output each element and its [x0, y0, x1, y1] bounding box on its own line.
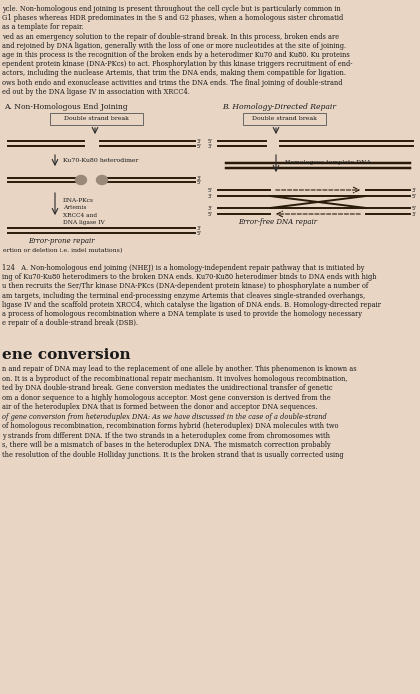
Text: ycle. Non-homologous end joining is present throughout the cell cycle but is par: ycle. Non-homologous end joining is pres…	[2, 5, 341, 13]
Text: ertion or deletion i.e. indel mutations): ertion or deletion i.e. indel mutations)	[3, 248, 122, 253]
Text: 3': 3'	[412, 187, 417, 192]
Text: of gene conversion from heteroduplex DNA: As we have discussed in the case of a : of gene conversion from heteroduplex DNA…	[2, 412, 327, 421]
Text: 3': 3'	[412, 212, 417, 217]
Text: ependent protein kinase (DNA-PKcs) to act. Phosphorylation by this kinase trigge: ependent protein kinase (DNA-PKcs) to ac…	[2, 60, 352, 68]
Text: as a template for repair.: as a template for repair.	[2, 24, 84, 31]
Text: 5': 5'	[208, 139, 213, 144]
Ellipse shape	[76, 176, 87, 185]
FancyBboxPatch shape	[50, 112, 142, 124]
Text: DNA-PKcs
Artemis
XRCC4 and
DNA ligase IV: DNA-PKcs Artemis XRCC4 and DNA ligase IV	[63, 198, 105, 225]
Text: 3': 3'	[197, 176, 202, 180]
Text: ed out by the DNA ligase IV in association with XRCC4.: ed out by the DNA ligase IV in associati…	[2, 88, 190, 96]
Text: 5': 5'	[208, 212, 213, 217]
Text: Error-free DNA repair: Error-free DNA repair	[239, 218, 318, 226]
Text: 3': 3'	[197, 139, 202, 144]
Text: actors, including the nuclease Artemis, that trim the DNA ends, making them comp: actors, including the nuclease Artemis, …	[2, 69, 346, 78]
Text: and rejoined by DNA ligation, generally with the loss of one or more nucleotides: and rejoined by DNA ligation, generally …	[2, 42, 346, 50]
Text: y strands from different DNA. If the two strands in a heteroduplex come from chr: y strands from different DNA. If the two…	[2, 432, 330, 439]
Text: a process of homologous recombination where a DNA template is used to provide th: a process of homologous recombination wh…	[2, 310, 362, 318]
Text: 3': 3'	[208, 205, 213, 210]
Text: 3': 3'	[208, 144, 213, 149]
Text: 5': 5'	[412, 205, 417, 210]
Text: ene conversion: ene conversion	[2, 348, 131, 362]
Text: A. Non-Homologous End Joining: A. Non-Homologous End Joining	[4, 103, 128, 111]
Text: s, there will be a mismatch of bases in the heteroduplex DNA. The mismatch corre: s, there will be a mismatch of bases in …	[2, 441, 331, 449]
Text: ows both endo and exonuclease activities and trims the DNA ends. The final joini: ows both endo and exonuclease activities…	[2, 78, 342, 87]
Text: Double strand break: Double strand break	[63, 116, 129, 121]
Text: Error-prone repair: Error-prone repair	[28, 237, 94, 245]
Text: age in this process is the recognition of the broken ends by a heterodimer Ku70 : age in this process is the recognition o…	[2, 51, 350, 59]
Text: 5': 5'	[197, 144, 202, 149]
Text: of homologous recombination, recombination forms hybrid (heteroduplex) DNA molec: of homologous recombination, recombinati…	[2, 422, 339, 430]
Text: Double strand break: Double strand break	[252, 116, 316, 121]
Text: air of the heteroduplex DNA that is formed between the donor and acceptor DNA se: air of the heteroduplex DNA that is form…	[2, 403, 318, 411]
Text: am targets, including the terminal end-processing enzyme Artemis that cleaves si: am targets, including the terminal end-p…	[2, 291, 365, 300]
Text: ligase IV and the scaffold protein XRCC4, which catalyse the ligation of DNA end: ligase IV and the scaffold protein XRCC4…	[2, 301, 381, 309]
Text: 5': 5'	[412, 194, 417, 198]
Text: ing of Ku70-Ku80 heterodimers to the broken DNA ends. Ku70-Ku80 heterodimer bind: ing of Ku70-Ku80 heterodimers to the bro…	[2, 273, 376, 281]
Text: 124   A. Non-homologous end joining (NHEJ) is a homology-independent repair path: 124 A. Non-homologous end joining (NHEJ)…	[2, 264, 365, 272]
FancyBboxPatch shape	[242, 112, 326, 124]
Text: Homologous template DNA: Homologous template DNA	[285, 160, 371, 164]
Text: 3': 3'	[197, 226, 202, 230]
Text: B. Homology-Directed Repair: B. Homology-Directed Repair	[222, 103, 336, 111]
Text: ved as an emergency solution to the repair of double-strand break. In this proce: ved as an emergency solution to the repa…	[2, 33, 339, 41]
Text: 3': 3'	[208, 194, 213, 198]
Text: ted by DNA double-strand break. Gene conversion mediates the unidirectional tran: ted by DNA double-strand break. Gene con…	[2, 384, 333, 392]
Text: Ku70-Ku80 heterodimer: Ku70-Ku80 heterodimer	[63, 158, 138, 162]
Text: e repair of a double-strand break (DSB).: e repair of a double-strand break (DSB).	[2, 319, 138, 327]
Text: 5': 5'	[197, 230, 202, 235]
Ellipse shape	[97, 176, 108, 185]
Text: n and repair of DNA may lead to the replacement of one allele by another. This p: n and repair of DNA may lead to the repl…	[2, 365, 357, 373]
Text: G1 phases whereas HDR predominates in the S and G2 phases, when a homologous sis: G1 phases whereas HDR predominates in th…	[2, 14, 343, 22]
Text: 5': 5'	[197, 180, 202, 185]
Text: the resolution of the double Holliday junctions. It is the broken strand that is: the resolution of the double Holliday ju…	[2, 450, 344, 459]
Text: on. It is a byproduct of the recombinational repair mechanism. It involves homol: on. It is a byproduct of the recombinati…	[2, 375, 347, 382]
Text: om a donor sequence to a highly homologous acceptor. Most gene conversion is der: om a donor sequence to a highly homologo…	[2, 393, 331, 402]
Text: 5': 5'	[208, 187, 213, 192]
Text: u then recruits the Ser/Thr kinase DNA-PKcs (DNA-dependent protein kinase) to ph: u then recruits the Ser/Thr kinase DNA-P…	[2, 282, 368, 290]
